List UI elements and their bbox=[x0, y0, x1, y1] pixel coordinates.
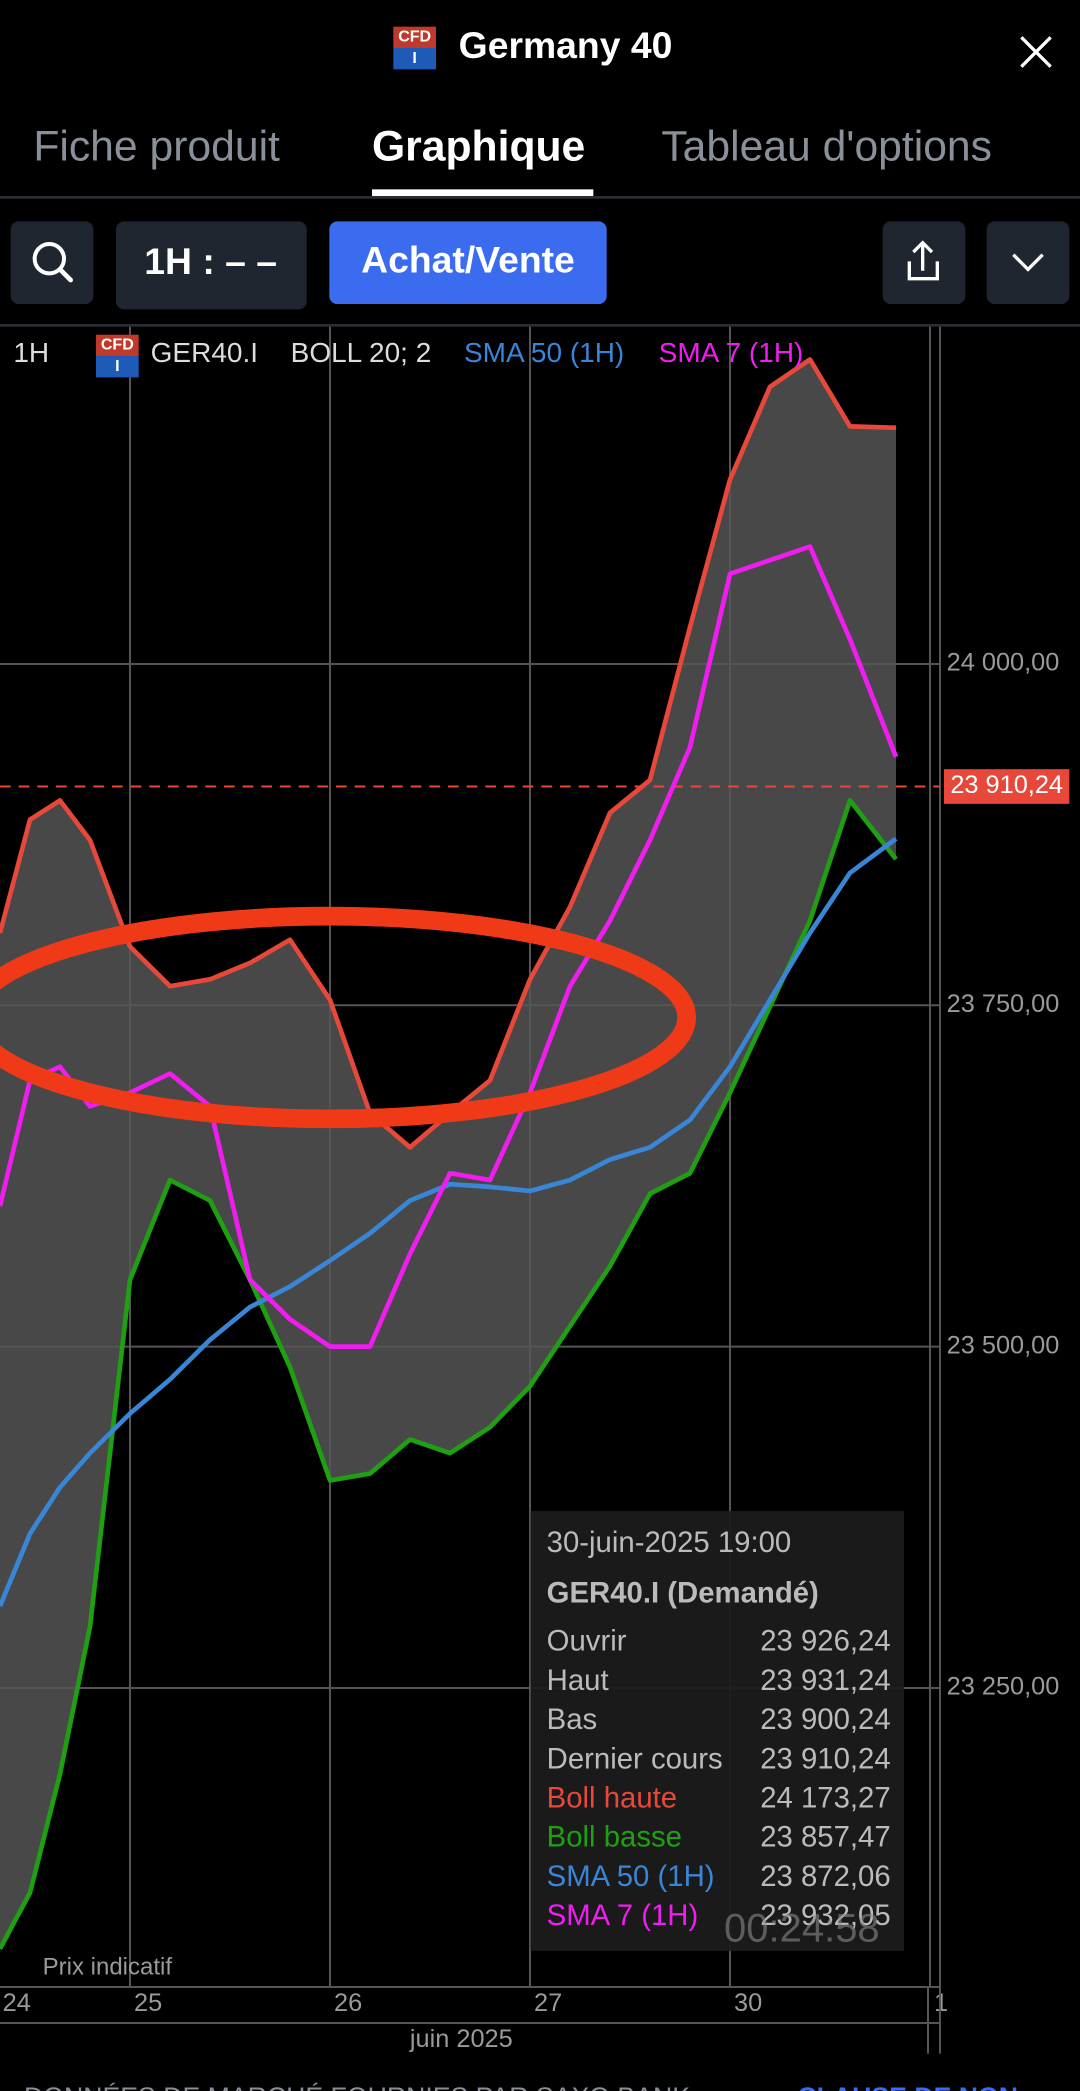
tooltip-label: Ouvrir bbox=[547, 1625, 627, 1658]
tooltip-value: 23 910,24 bbox=[760, 1742, 890, 1775]
legend-bollinger: BOLL 20; 2 bbox=[291, 337, 432, 368]
last-price-tag bbox=[944, 769, 1070, 804]
x-tick-label: 25 bbox=[134, 1989, 162, 2017]
badge-text: I bbox=[115, 358, 119, 375]
legend-symbol: GER40.I bbox=[151, 337, 258, 368]
y-tick-label: 24 000,00 bbox=[947, 649, 1060, 677]
chart-legend: 1H CFD I GER40.I BOLL 20; 2 SMA 50 (1H) … bbox=[13, 334, 804, 378]
legend-interval: 1H bbox=[13, 337, 49, 368]
tooltip-label: Dernier cours bbox=[547, 1742, 723, 1775]
x-tick-label: 24 bbox=[3, 1989, 31, 2017]
tooltip-value: 23 932,05 bbox=[760, 1899, 890, 1932]
x-tick-label: 30 bbox=[734, 1989, 762, 2017]
y-tick-label: 23 500,00 bbox=[947, 1331, 1060, 1359]
countdown-timer: 00:24:58 bbox=[724, 1907, 880, 1951]
chevron-icon bbox=[1012, 253, 1044, 272]
y-tick-label: 23 750,00 bbox=[947, 990, 1060, 1018]
disclaimer-link[interactable]: CLAUSE DE NON bbox=[797, 2082, 1018, 2091]
header: CFD I Germany 40 bbox=[393, 24, 1052, 70]
tab[interactable]: Tableau d'options bbox=[661, 123, 992, 171]
tooltip-box bbox=[530, 1510, 904, 1951]
y-tick-label: 23 250,00 bbox=[947, 1673, 1060, 1701]
chart-note: Prix indicatif bbox=[43, 1954, 173, 1981]
tab[interactable]: Fiche produit bbox=[33, 123, 280, 171]
tooltip-date: 30-juin-2025 19:00 bbox=[547, 1526, 792, 1559]
badge-text: CFD bbox=[101, 337, 134, 354]
tooltip-value: 23 926,24 bbox=[760, 1625, 890, 1658]
series-line bbox=[0, 836, 898, 1607]
trade-button-text: Achat/Vente bbox=[361, 239, 575, 281]
tooltip-label: Bas bbox=[547, 1703, 598, 1736]
x-tick-label: 26 bbox=[334, 1989, 362, 2017]
trade-button[interactable] bbox=[329, 221, 607, 305]
divider bbox=[0, 324, 1080, 327]
interval-text: 1H : – – bbox=[144, 240, 277, 282]
toolbar: 1H : – – Achat/Vente bbox=[0, 221, 1080, 327]
x-axis-label: juin 2025 bbox=[409, 2025, 513, 2053]
tooltip: 30-juin-2025 19:00 GER40.I (Demandé) Ouv… bbox=[530, 1510, 904, 1951]
badge-top bbox=[393, 26, 436, 49]
tooltip-value: 23 872,06 bbox=[760, 1860, 890, 1893]
tooltip-label: Boll basse bbox=[547, 1821, 682, 1854]
badge-bottom bbox=[96, 356, 139, 378]
badge-top bbox=[96, 334, 139, 357]
badge-text: I bbox=[412, 50, 416, 67]
tooltip-label: Haut bbox=[547, 1664, 609, 1697]
dropdown-button[interactable] bbox=[986, 221, 1070, 305]
search-icon bbox=[32, 242, 66, 276]
search-icon bbox=[57, 267, 73, 283]
legend-entry: SMA 7 (1H) bbox=[659, 337, 804, 368]
tooltip-label: SMA 50 (1H) bbox=[547, 1860, 715, 1893]
x-tick-label: 27 bbox=[534, 1989, 562, 2017]
interval-button[interactable] bbox=[116, 221, 307, 310]
header-title: Germany 40 bbox=[459, 24, 673, 66]
search-button[interactable] bbox=[10, 221, 94, 305]
tooltip-label: SMA 7 (1H) bbox=[547, 1899, 699, 1932]
share-icon bbox=[907, 240, 939, 281]
close-button[interactable] bbox=[1020, 36, 1052, 68]
disclaimer: DONNÉES DE MARCHÉ FOURNIES PAR SAXO BANK bbox=[24, 2082, 690, 2091]
series-line bbox=[0, 798, 898, 1950]
x-tick-label: 1 bbox=[934, 1989, 948, 2017]
tooltip-value: 23 900,24 bbox=[760, 1703, 890, 1736]
last-price-label: 23 910,24 bbox=[950, 771, 1063, 799]
badge-bottom bbox=[393, 48, 436, 70]
badge-text: CFD bbox=[398, 29, 431, 46]
tooltip-label: Boll haute bbox=[547, 1782, 677, 1815]
tab-active[interactable]: Graphique bbox=[372, 123, 585, 171]
tabs: Fiche produit Graphique Tableau d'option… bbox=[0, 123, 1080, 199]
divider bbox=[0, 196, 1080, 199]
legend-entry: SMA 50 (1H) bbox=[464, 337, 624, 368]
tab-indicator bbox=[372, 189, 594, 197]
annotation-ellipse bbox=[0, 906, 696, 1129]
bollinger-band-fill bbox=[0, 359, 896, 1949]
tooltip-value: 24 173,27 bbox=[760, 1782, 890, 1815]
tooltip-value: 23 857,47 bbox=[760, 1821, 890, 1854]
tooltip-title: GER40.I (Demandé) bbox=[547, 1577, 819, 1610]
tooltip-value: 23 931,24 bbox=[760, 1664, 890, 1697]
